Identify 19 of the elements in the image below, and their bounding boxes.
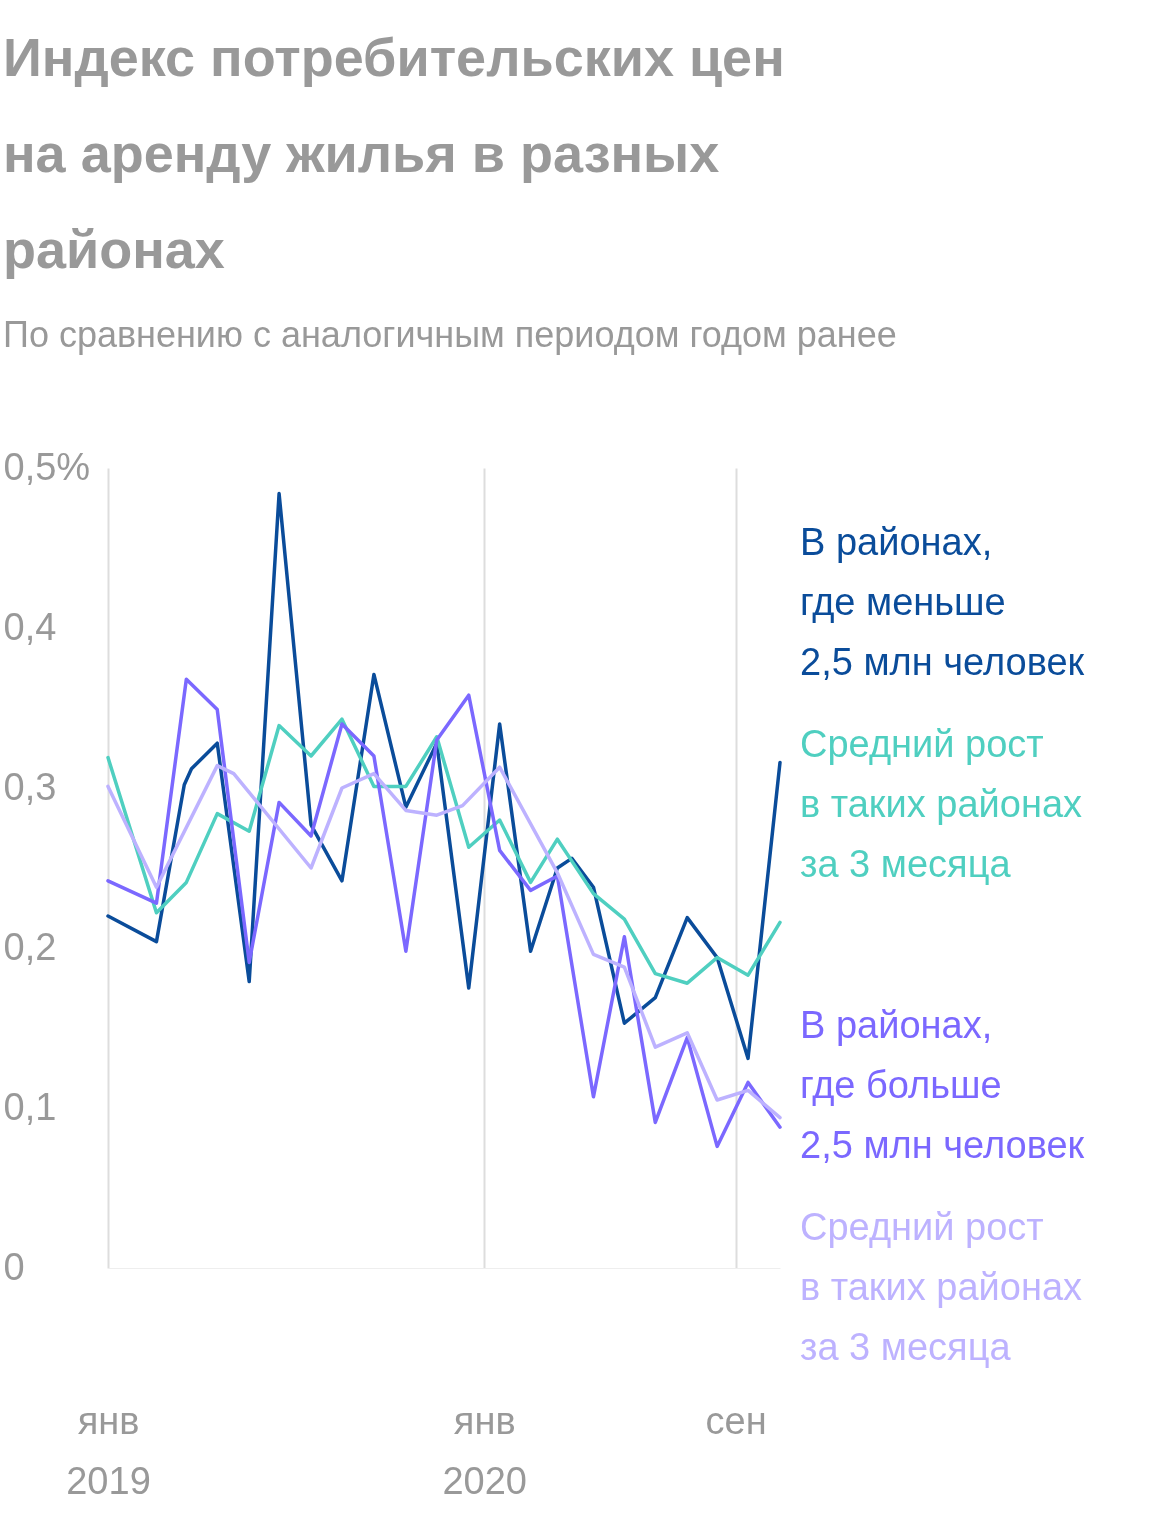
y-tick-label: 0,2 — [3, 925, 57, 968]
y-tick-label: 0,1 — [3, 1085, 57, 1128]
y-tick-label: 0,5% — [3, 445, 91, 488]
chart-subtitle: По сравнению с аналогичным периодом годом ранее — [3, 314, 897, 355]
x-tick-label: янв 2019 — [66, 1399, 151, 1502]
line-series — [106, 491, 782, 1061]
line-series — [106, 717, 782, 985]
chart-title: Индекс потребительских цен на аренду жилья в разных районах — [3, 27, 785, 279]
y-tick-label: 0 — [3, 1245, 25, 1288]
line-series — [106, 677, 782, 1149]
x-tick-label: сен — [705, 1399, 767, 1442]
text: Средний рост в таких районах за 3 месяца — [800, 1206, 1083, 1368]
series-label: В районах, где больше 2,5 млн человек — [800, 1004, 1085, 1166]
y-tick-label: 0,3 — [3, 765, 57, 808]
series-label: Средний рост в таких районах за 3 месяца — [800, 723, 1083, 885]
line-series — [106, 763, 782, 1120]
text: В районах, где меньше 2,5 млн человек — [800, 521, 1085, 683]
x-tick-label: янв 2020 — [442, 1399, 527, 1502]
y-tick-label: 0,4 — [3, 605, 57, 648]
